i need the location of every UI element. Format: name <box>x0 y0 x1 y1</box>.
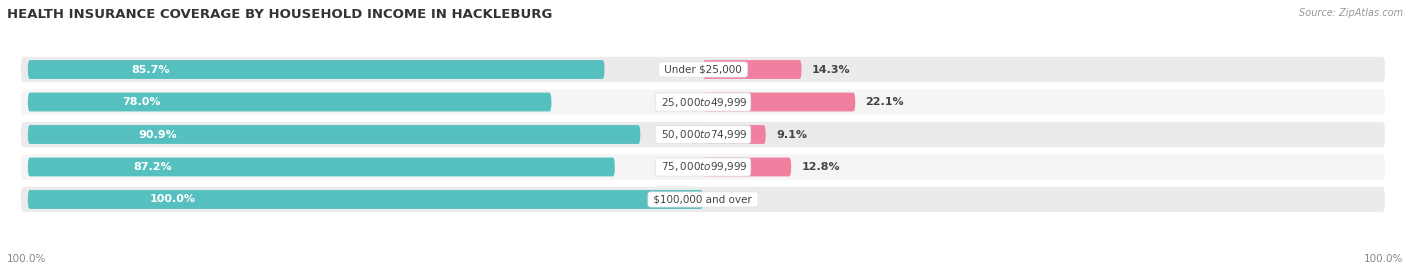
Text: $75,000 to $99,999: $75,000 to $99,999 <box>658 161 748 174</box>
Text: 22.1%: 22.1% <box>866 97 904 107</box>
Text: 85.7%: 85.7% <box>132 65 170 75</box>
Text: Source: ZipAtlas.com: Source: ZipAtlas.com <box>1299 8 1403 18</box>
FancyBboxPatch shape <box>21 57 1385 82</box>
FancyBboxPatch shape <box>21 187 1385 212</box>
FancyBboxPatch shape <box>21 122 1385 147</box>
Text: 100.0%: 100.0% <box>149 194 195 204</box>
Text: $100,000 and over: $100,000 and over <box>651 194 755 204</box>
FancyBboxPatch shape <box>703 125 766 144</box>
Text: $25,000 to $49,999: $25,000 to $49,999 <box>658 95 748 108</box>
Text: HEALTH INSURANCE COVERAGE BY HOUSEHOLD INCOME IN HACKLEBURG: HEALTH INSURANCE COVERAGE BY HOUSEHOLD I… <box>7 8 553 21</box>
FancyBboxPatch shape <box>28 190 703 209</box>
FancyBboxPatch shape <box>703 158 792 176</box>
FancyBboxPatch shape <box>28 125 640 144</box>
Text: 90.9%: 90.9% <box>138 129 177 140</box>
FancyBboxPatch shape <box>21 154 1385 180</box>
Text: 14.3%: 14.3% <box>811 65 851 75</box>
Text: 78.0%: 78.0% <box>122 97 160 107</box>
Text: 12.8%: 12.8% <box>801 162 841 172</box>
Text: $50,000 to $74,999: $50,000 to $74,999 <box>658 128 748 141</box>
FancyBboxPatch shape <box>28 60 605 79</box>
FancyBboxPatch shape <box>21 89 1385 115</box>
Text: 0.0%: 0.0% <box>713 194 744 204</box>
Text: 87.2%: 87.2% <box>134 162 172 172</box>
Text: Under $25,000: Under $25,000 <box>661 65 745 75</box>
Text: 100.0%: 100.0% <box>7 254 46 264</box>
FancyBboxPatch shape <box>703 93 855 111</box>
FancyBboxPatch shape <box>703 60 801 79</box>
FancyBboxPatch shape <box>28 93 551 111</box>
Text: 100.0%: 100.0% <box>1364 254 1403 264</box>
FancyBboxPatch shape <box>28 158 614 176</box>
Text: 9.1%: 9.1% <box>776 129 807 140</box>
